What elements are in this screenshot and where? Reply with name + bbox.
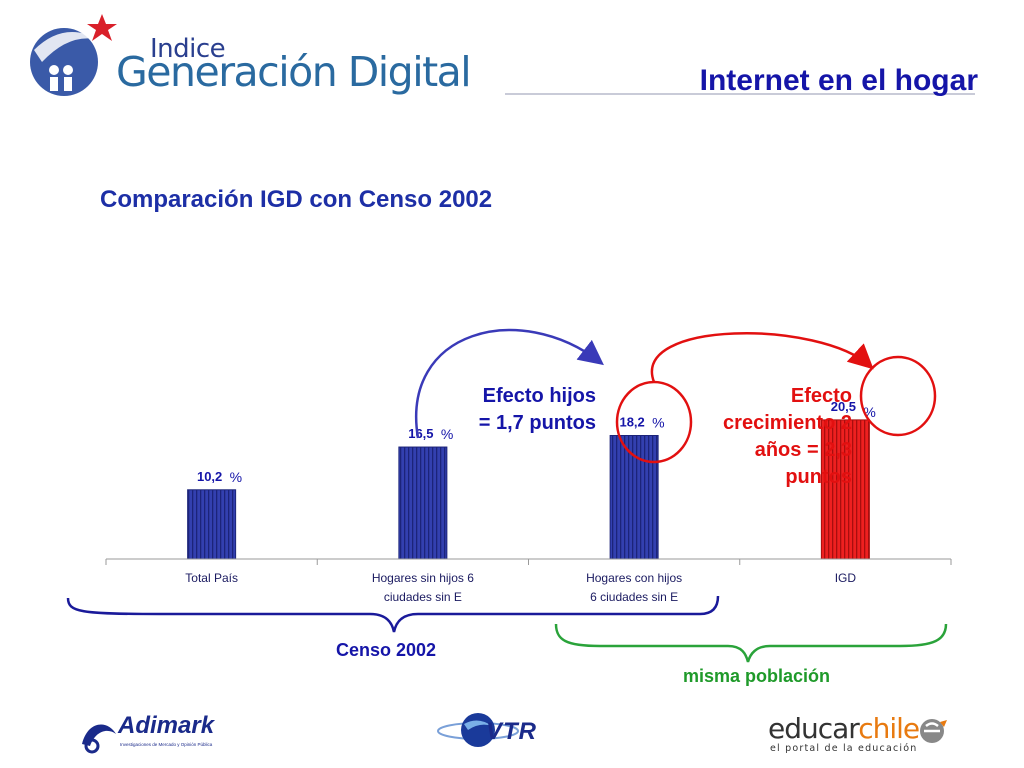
vtr-name: VTR (486, 718, 537, 745)
category-label-hogares-con-hijos-6-ciudades-sin-e: Hogares con hijos 6 ciudades sin E (586, 571, 682, 604)
efecto-crecimiento-line4: puntos (785, 466, 852, 488)
efecto-crecimiento-line1: Efecto (790, 385, 852, 407)
misma-poblacion-label: misma población (683, 666, 831, 686)
adimark-tagline: Investigaciones de Mercado y Opinión Púb… (120, 742, 213, 747)
logo-text-indice: Indice (150, 34, 226, 64)
value-label-total-pais: 10,2 (197, 469, 222, 484)
educarchile-e-icon (920, 719, 947, 743)
censo-brace (66, 595, 720, 633)
chart-subtitle: Comparación IGD con Censo 2002 (100, 186, 493, 213)
highlight-circle-igd (859, 355, 937, 437)
unit-label-total-pais: % (230, 469, 242, 485)
censo-2002-label: Censo 2002 (336, 640, 437, 660)
igd-logo-icon (30, 14, 117, 96)
adimark-mark-icon (82, 724, 116, 754)
vtr-logo: VTR (434, 708, 554, 754)
page-title: Internet en el hogar (699, 64, 978, 97)
vtr-globe-icon (437, 713, 519, 747)
category-label-hogares-sin-hijos-6-ciudades-sin-e: Hogares sin hijos 6 ciudades sin E (372, 571, 474, 604)
unit-label-hogares-con-hijos-6-ciudades-sin-e: % (652, 415, 664, 431)
efecto-crecimiento-annotation: Efecto crecimiento 2 años = 2,3 puntos (680, 383, 852, 491)
bar-total-pais (187, 489, 237, 560)
highlight-circle-hogares-con-hijos (615, 380, 693, 464)
value-label-hogares-sin-hijos-6-ciudades-sin-e: 16,5 (408, 426, 433, 441)
bar-hogares-sin-hijos-6-ciudades-sin-e (398, 446, 448, 560)
bar-hogares-con-hijos-6-ciudades-sin-e (609, 435, 659, 560)
efecto-hijos-annotation: Efecto hijos = 1,7 puntos (440, 383, 596, 437)
unit-label-hogares-sin-hijos-6-ciudades-sin-e: % (441, 426, 453, 442)
category-label-total-pais: Total País (185, 571, 238, 585)
adimark-logo: Adimark Investigaciones de Mercado y Opi… (78, 712, 228, 754)
efecto-crecimiento-arrow (650, 332, 874, 383)
category-label-igd: IGD (835, 571, 857, 585)
value-label-igd: 20,5 (831, 399, 856, 414)
efecto-crecimiento-line2: crecimiento 2 (723, 412, 852, 434)
value-label-hogares-con-hijos-6-ciudades-sin-e: 18,2 (619, 415, 644, 430)
adimark-name: Adimark (118, 712, 215, 739)
chile-text: chile (858, 712, 920, 745)
educar-text: educar (768, 712, 859, 745)
title-divider (505, 93, 975, 95)
efecto-hijos-line1: Efecto hijos (482, 385, 596, 407)
efecto-hijos-arrow (415, 328, 604, 439)
educarchile-tagline: el portal de la educación (770, 743, 918, 754)
misma-poblacion-brace (554, 623, 948, 663)
efecto-hijos-line2: = 1,7 puntos (478, 412, 596, 434)
logo-text-generacion-digital: Generación Digital (116, 48, 472, 96)
educarchile-logo: educarchile el portal de la educación (768, 712, 958, 758)
efecto-crecimiento-line3: años = 2,3 (754, 439, 852, 461)
